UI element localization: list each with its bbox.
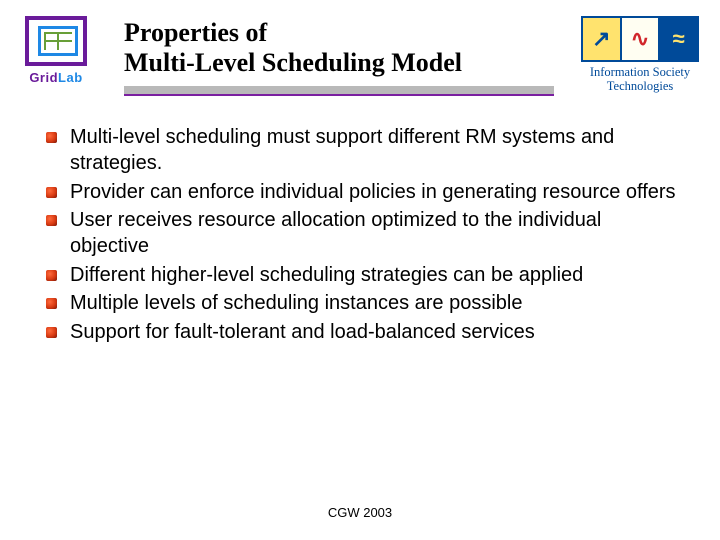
gridlab-logo-text: GridLab <box>16 70 96 85</box>
ist-cell-2: ∿ <box>622 18 661 60</box>
ist-cell-3: ≈ <box>660 18 697 60</box>
slide-body: Multi-level scheduling must support diff… <box>0 96 720 345</box>
ist-cell-1: ↗ <box>583 18 622 60</box>
ist-text-line2: Technologies <box>607 79 673 93</box>
ist-text-line1: Information Society <box>590 65 690 79</box>
list-item: Provider can enforce individual policies… <box>44 179 676 205</box>
ist-icon: ↗ ∿ ≈ <box>581 16 699 62</box>
slide-footer: CGW 2003 <box>0 505 720 520</box>
title-block: Properties of Multi-Level Scheduling Mod… <box>96 16 576 96</box>
gridlab-logo: GridLab <box>16 16 96 85</box>
list-item: Multi-level scheduling must support diff… <box>44 124 676 177</box>
gridlab-text-part2: Lab <box>58 70 83 85</box>
slide-header: GridLab Properties of Multi-Level Schedu… <box>0 0 720 96</box>
title-line-2: Multi-Level Scheduling Model <box>124 48 462 77</box>
gridlab-icon <box>25 16 87 66</box>
title-line-1: Properties of <box>124 18 267 47</box>
list-item: Multiple levels of scheduling instances … <box>44 290 676 316</box>
gridlab-text-part1: Grid <box>29 70 58 85</box>
ist-logo: ↗ ∿ ≈ Information Society Technologies <box>576 16 704 94</box>
ist-logo-text: Information Society Technologies <box>576 66 704 94</box>
title-underline <box>124 86 554 96</box>
bullet-list: Multi-level scheduling must support diff… <box>44 124 676 345</box>
list-item: Different higher-level scheduling strate… <box>44 262 676 288</box>
slide-title: Properties of Multi-Level Scheduling Mod… <box>124 18 576 78</box>
list-item: User receives resource allocation optimi… <box>44 207 676 260</box>
list-item: Support for fault-tolerant and load-bala… <box>44 319 676 345</box>
